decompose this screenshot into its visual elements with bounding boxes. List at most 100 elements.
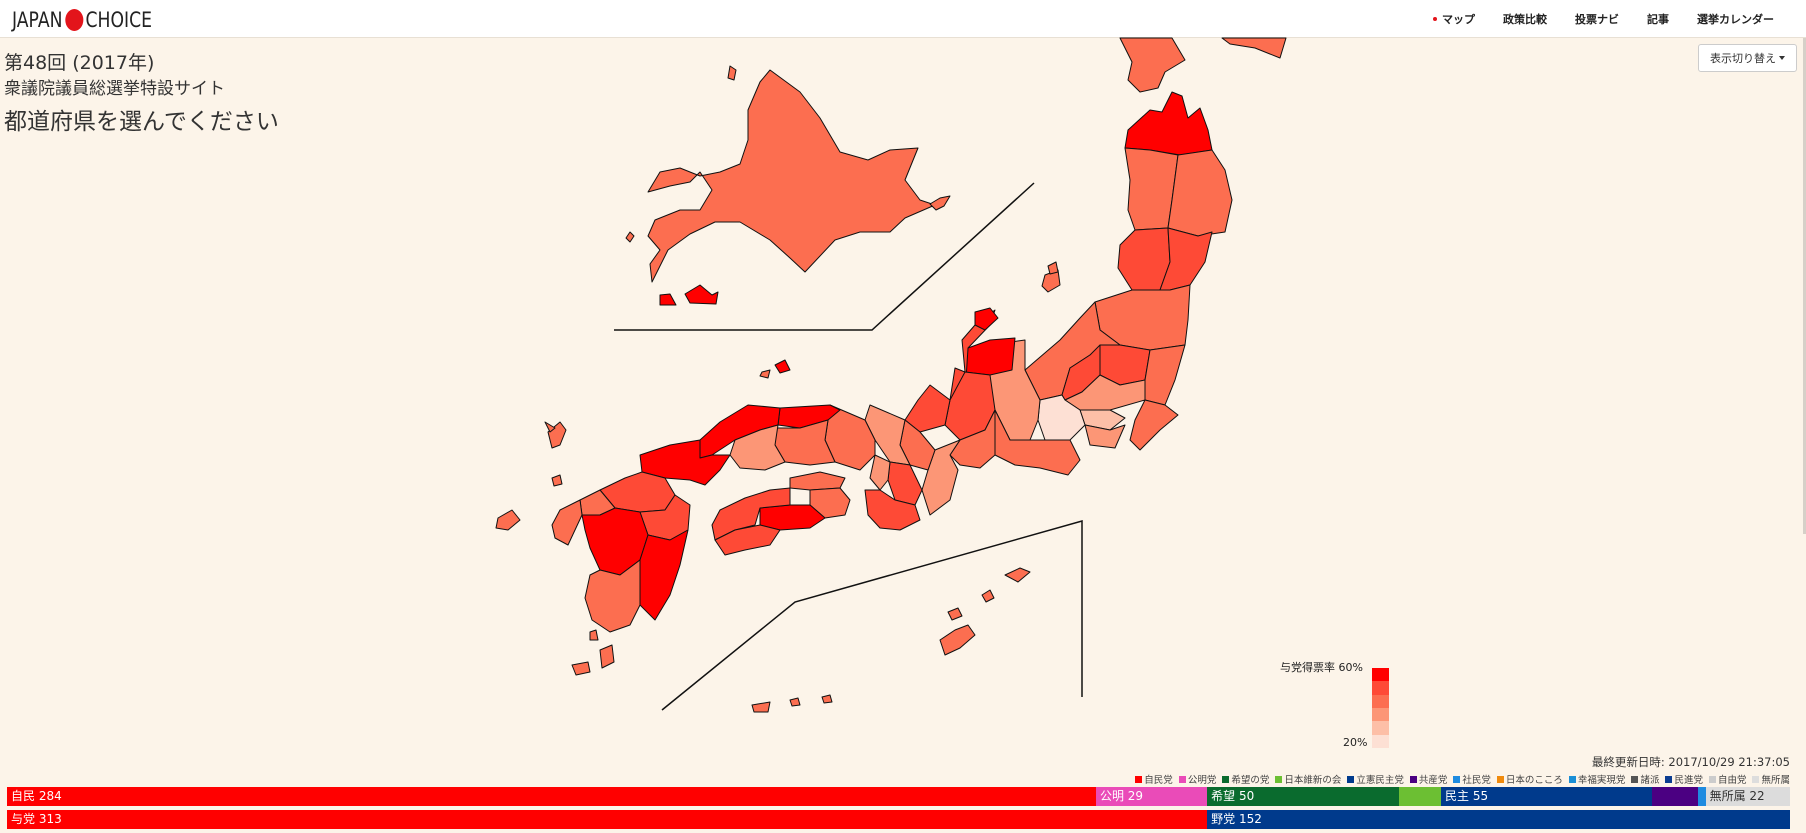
nav-articles[interactable]: 記事	[1647, 13, 1669, 26]
japan-choice-logo[interactable]: JAPAN CHOICE	[12, 8, 152, 32]
party-name: 社民党	[1462, 775, 1491, 786]
party-name: 幸福実現党	[1577, 775, 1626, 786]
legend-step	[1372, 707, 1389, 722]
prefecture-hiroshima[interactable]	[729, 424, 786, 471]
seat-segment[interactable]: 公明 29	[1095, 787, 1208, 806]
island-izu-a	[1047, 261, 1059, 275]
party-color-swatch	[1347, 775, 1355, 783]
party-legend-item: 共産党	[1409, 772, 1447, 786]
legend-step	[1372, 681, 1389, 695]
hokkaido-south-fragment	[1119, 37, 1186, 93]
prefecture-kagawa[interactable]	[789, 471, 846, 491]
prefecture-chiba[interactable]	[1129, 399, 1179, 451]
okinawa-inset-line	[661, 520, 1083, 711]
party-name: 無所属	[1761, 775, 1790, 786]
seat-segment[interactable]: 希望 50	[1207, 787, 1399, 806]
display-toggle-button[interactable]: 表示切り替え	[1698, 44, 1797, 72]
island-yakushima	[571, 661, 591, 676]
nav-election-calendar[interactable]: 選挙カレンダー	[1697, 13, 1774, 26]
seat-segment[interactable]: 野党 152	[1207, 810, 1790, 829]
party-legend-item: 日本維新の会	[1275, 772, 1341, 786]
nav-map[interactable]: マップ	[1419, 11, 1489, 27]
seat-segment[interactable]: 与党 313	[7, 810, 1208, 829]
island-northern-b	[684, 284, 719, 305]
prefecture-kagoshima[interactable]	[584, 559, 641, 633]
party-color-swatch	[1409, 775, 1417, 783]
prefecture-yamanashi[interactable]	[1037, 394, 1086, 441]
scrollbar[interactable]	[1803, 38, 1806, 534]
election-edition: 第48回 (2017年)	[4, 52, 155, 74]
caret-down-icon	[1779, 56, 1785, 60]
island-tanegashima	[599, 644, 615, 669]
party-legend-item: 立憲民主党	[1347, 772, 1404, 786]
hokkaido-inset-line	[614, 182, 1035, 331]
seat-segment[interactable]	[1398, 787, 1442, 806]
party-legend-item: 諸派	[1631, 772, 1659, 786]
rising-sun-icon	[64, 9, 84, 31]
prefecture-nagasaki[interactable]	[551, 499, 583, 546]
party-name: 民進党	[1674, 775, 1703, 786]
island-amami-a	[589, 629, 599, 641]
party-name: 日本維新の会	[1284, 775, 1342, 786]
party-legend-item: 民進党	[1665, 772, 1703, 786]
prefecture-osaka[interactable]	[869, 454, 891, 491]
party-legend-item: 自民党	[1135, 772, 1173, 786]
party-legend-item: 日本のこころ	[1496, 772, 1563, 786]
last-updated: 最終更新日時: 2017/10/29 21:37:05	[1591, 755, 1790, 769]
current-page-dot-icon	[1433, 17, 1437, 21]
island-northern-a	[659, 293, 677, 306]
legend-title: 与党得票率 60%	[1280, 661, 1363, 674]
party-legend-item: 幸福実現党	[1568, 772, 1626, 786]
island-kunashiri	[929, 195, 951, 211]
prefecture-hokkaido[interactable]	[647, 69, 936, 283]
legend-step	[1372, 734, 1389, 748]
party-legend-item: 無所属	[1752, 772, 1790, 786]
party-color-swatch	[1752, 775, 1760, 783]
island-okinawa-e	[821, 694, 833, 704]
party-legend-item: 希望の党	[1222, 772, 1269, 786]
prefecture-mie[interactable]	[921, 439, 961, 516]
prefecture-miyazaki[interactable]	[639, 529, 689, 621]
legend-low-label: 20%	[1343, 736, 1368, 749]
hokkaido-east-fragment	[1221, 37, 1287, 59]
seat-segment[interactable]: 民主 55	[1441, 787, 1652, 806]
prefecture-iwate[interactable]	[1167, 149, 1233, 237]
prefecture-aomori[interactable]	[1124, 91, 1213, 156]
party-name: 自由党	[1717, 775, 1747, 786]
prefecture-kanagawa[interactable]	[1084, 424, 1126, 449]
party-color-swatch	[1453, 775, 1461, 783]
island-okinawa-b	[981, 589, 995, 603]
prefecture-aichi[interactable]	[949, 409, 996, 469]
island-okinawa-d	[789, 697, 801, 707]
legend-step	[1372, 721, 1389, 735]
party-legend-item: 社民党	[1453, 772, 1491, 786]
party-color-swatch	[1708, 775, 1716, 783]
seat-bar-by-party: 自民 284 公明 29 希望 50 民主 55 無所属 22	[7, 787, 1790, 806]
prefecture-okayama[interactable]	[774, 419, 836, 466]
party-name: 公明党	[1187, 775, 1217, 786]
prefecture-okinawa[interactable]	[939, 624, 976, 656]
party-color-swatch	[1135, 775, 1143, 783]
top-navbar: JAPAN CHOICE マップ 政策比較 投票ナビ 記事 選挙カレンダー	[0, 0, 1806, 38]
legend-step	[1372, 694, 1389, 708]
seat-segment[interactable]	[1651, 787, 1698, 806]
prefecture-yamagata[interactable]	[1117, 227, 1171, 291]
prefecture-ibaraki[interactable]	[1144, 344, 1186, 406]
prefecture-ehime[interactable]	[711, 487, 791, 541]
party-name: 希望の党	[1231, 775, 1270, 786]
nav-vote-navi[interactable]: 投票ナビ	[1575, 13, 1619, 26]
island-okushiri	[625, 231, 635, 243]
seat-segment[interactable]	[1697, 787, 1706, 806]
party-color-swatch	[1178, 775, 1186, 783]
nav-policy-compare[interactable]: 政策比較	[1503, 13, 1547, 26]
party-legend-item: 公明党	[1178, 772, 1217, 786]
prefecture-shizuoka[interactable]	[994, 409, 1081, 476]
seat-segment[interactable]: 自民 284	[7, 787, 1096, 806]
party-color-swatch	[1631, 775, 1639, 783]
seat-segment[interactable]: 無所属 22	[1705, 787, 1790, 806]
island-iki	[551, 474, 563, 487]
party-color-swatch	[1275, 775, 1283, 783]
party-name: 日本のこころ	[1505, 775, 1563, 786]
prefecture-wakayama[interactable]	[864, 489, 921, 531]
seat-bar-coalition: 与党 313 野党 152	[7, 810, 1790, 829]
